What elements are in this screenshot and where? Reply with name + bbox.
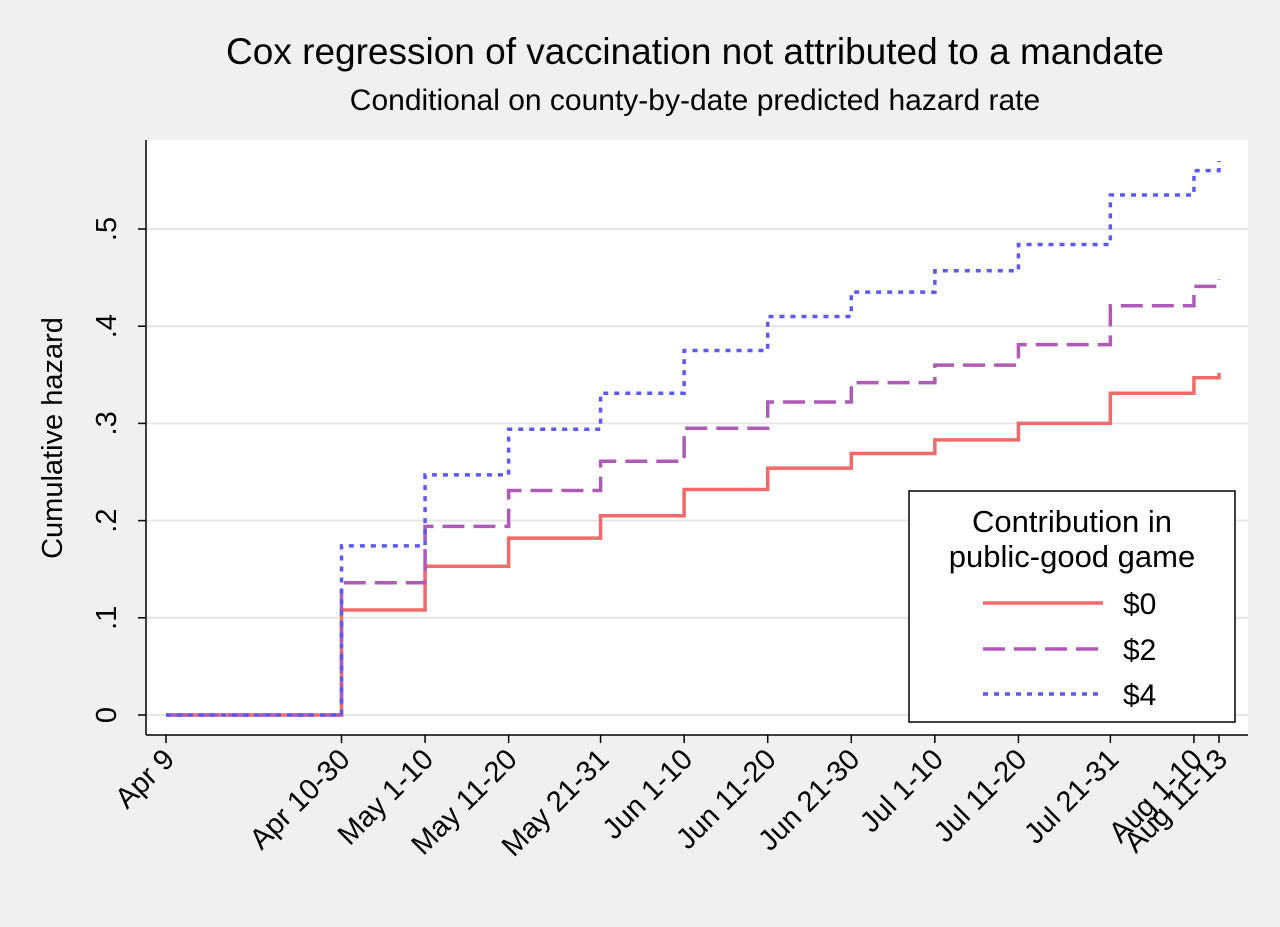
- legend: Contribution in public-good game $0 $2 $…: [908, 490, 1236, 723]
- series-line-1: [166, 279, 1221, 717]
- legend-box: [908, 490, 1236, 723]
- legend-title-line-2: public-good game: [949, 539, 1195, 574]
- y-tick-label-4: .4: [91, 314, 123, 338]
- legend-title-line-1: Contribution in: [972, 504, 1172, 539]
- y-axis-label: Cumulative hazard: [37, 317, 69, 559]
- chart-title: Cox regression of vaccination not attrib…: [226, 31, 1164, 72]
- legend-label-series-2: $4: [1123, 679, 1156, 712]
- legend-label-series-1: $2: [1123, 634, 1156, 667]
- legend-label-series-0: $0: [1123, 588, 1156, 621]
- x-tick-label-0: Apr 9: [109, 743, 181, 815]
- y-tick-label-1: .1: [91, 606, 123, 630]
- x-tick-label-1: Apr 10-30: [244, 743, 357, 856]
- x-tick-label-10: Jul 21-31: [1018, 743, 1125, 850]
- series-line-2: [166, 160, 1221, 717]
- chart-subtitle: Conditional on county-by-date predicted …: [350, 84, 1040, 117]
- y-tick-label-5: .5: [91, 217, 123, 241]
- y-tick-label-2: .2: [91, 509, 123, 533]
- y-tick-label-3: .3: [91, 411, 123, 435]
- x-tick-label-9: Jul 11-20: [928, 743, 1033, 848]
- series-layer: [166, 160, 1221, 717]
- y-tick-label-0: 0: [91, 707, 123, 723]
